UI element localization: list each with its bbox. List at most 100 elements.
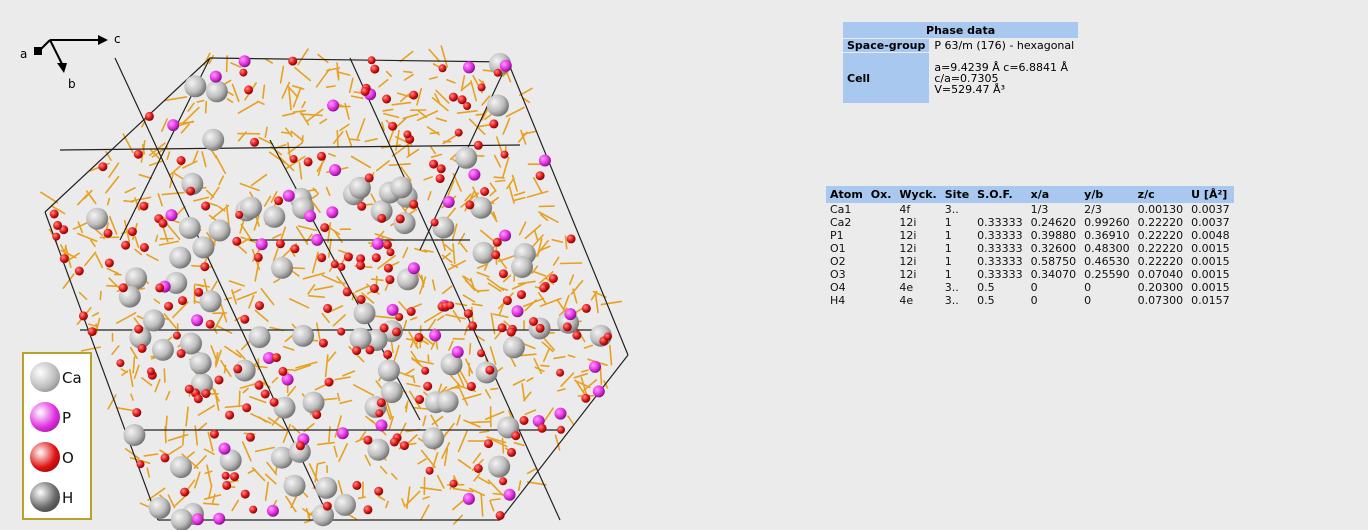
bond: [208, 54, 214, 65]
atom-table-cell: O3: [830, 268, 846, 281]
bond: [457, 458, 472, 470]
calcium-atom: [422, 427, 445, 450]
atom-table-col-2[interactable]: Wyck.: [895, 186, 941, 203]
oxygen-atom: [468, 321, 478, 331]
atom-table-row[interactable]: P1 12i 1 0.33333 0.39880 0.36910 0.22220 0.0048: [826, 229, 1234, 242]
calcium-atom: [199, 290, 222, 313]
atom-table-row[interactable]: O1 12i 1 0.33333 0.32600 0.48300 0.22220 0.0015: [826, 242, 1234, 255]
bond: [536, 238, 543, 257]
atom-table-row[interactable]: Ca2 12i 1 0.33333 0.24620 0.99260 0.22220 0.003…: [826, 216, 1234, 229]
atom-table-col-4[interactable]: S.O.F.: [973, 186, 1027, 203]
atom-table-cell: 0.46530: [1084, 255, 1130, 268]
atom-table-col-5[interactable]: x/a: [1026, 186, 1081, 203]
atom-table-row[interactable]: Ca1 4f 3.. 1/3 2/3 0.00130 0.0037: [826, 203, 1234, 216]
bond: [447, 259, 467, 271]
atom-table-col-7[interactable]: z/c: [1133, 186, 1188, 203]
crystal-structure-diagram[interactable]: c a b: [0, 0, 820, 530]
bond: [84, 251, 97, 267]
oxygen-atom: [342, 287, 352, 297]
bond: [224, 404, 247, 409]
atom-table-cell: [867, 242, 896, 255]
atom-table-col-6[interactable]: y/b: [1080, 186, 1134, 203]
oxygen-atom: [367, 56, 376, 65]
calcium-atom: [169, 246, 192, 269]
atom-table-row[interactable]: O2 12i 1 0.33333 0.58750 0.46530 0.22220 0.0015: [826, 255, 1234, 268]
bond: [382, 108, 394, 112]
bond: [62, 273, 75, 289]
bond: [517, 480, 522, 492]
bond: [242, 387, 249, 394]
bond: [520, 129, 527, 145]
bond: [263, 195, 272, 207]
bond: [197, 422, 208, 432]
bond: [573, 372, 589, 379]
atom-table-col-0[interactable]: Atom: [826, 186, 867, 203]
atom-table-cell: 0.5: [977, 294, 995, 307]
bond: [187, 102, 195, 112]
atom-table-row[interactable]: O3 12i 1 0.33333 0.34070 0.25590 0.07040 0.0015: [826, 268, 1234, 281]
atom-table-col-8[interactable]: U [Å²]: [1187, 186, 1234, 203]
bond: [237, 101, 259, 114]
phosphorus-atom: [442, 196, 455, 208]
bond: [445, 313, 466, 320]
oxygen-atom: [429, 159, 439, 169]
atom-table-cell: 0.58750: [1030, 255, 1077, 268]
bond: [287, 142, 303, 154]
bond: [295, 361, 318, 369]
bond: [505, 106, 525, 118]
bond: [167, 494, 176, 509]
oxygen-atom: [254, 380, 264, 390]
bond: [158, 240, 180, 246]
bond: [91, 312, 100, 317]
bond: [207, 431, 214, 452]
calcium-atom: [165, 271, 188, 294]
calcium-atom: [353, 302, 376, 325]
atom-table-row[interactable]: O4 4e 3.. 0.5 0 0 0.20300 0.0015: [826, 281, 1234, 294]
bond: [266, 461, 278, 476]
oxygen-atom: [303, 157, 313, 167]
bond: [287, 142, 292, 160]
bond: [490, 387, 499, 391]
oxygen-atom: [581, 393, 591, 403]
bond: [181, 428, 185, 446]
structure-viewer[interactable]: c a b Ca P O H: [0, 0, 820, 530]
atom-table-row[interactable]: H4 4e 3.. 0.5 0 0 0.07300 0.0157: [826, 294, 1234, 307]
bond: [124, 187, 136, 194]
calcium-atom: [205, 80, 228, 103]
oxygen-atom: [98, 162, 108, 172]
bond: [484, 389, 492, 399]
atom-table-cell: [867, 281, 896, 294]
oxygen-atom: [363, 505, 373, 515]
calcium-atom: [208, 219, 231, 242]
oxygen-atom: [176, 156, 186, 165]
oxygen-atom: [146, 367, 155, 376]
calcium-atom: [240, 196, 262, 219]
oxygen-atom: [322, 501, 332, 511]
bond: [166, 223, 181, 241]
oxygen-atom: [116, 359, 125, 368]
phosphorus-atom: [589, 360, 601, 373]
bond: [291, 85, 305, 90]
bond: [513, 441, 525, 447]
bond: [311, 251, 319, 274]
bond: [537, 291, 547, 305]
bond: [39, 191, 59, 204]
oxygen-atom: [137, 343, 147, 353]
bond: [161, 191, 185, 196]
oxygen-atom: [186, 186, 196, 196]
bond: [441, 285, 453, 295]
bond: [518, 87, 533, 96]
bond: [417, 458, 427, 465]
atom-table-col-1[interactable]: Ox.: [866, 186, 896, 203]
bond: [124, 448, 140, 460]
bond: [489, 500, 495, 512]
bond: [487, 282, 502, 293]
atom-table-col-3[interactable]: Site: [940, 186, 974, 203]
atom-table-cell: 1/3: [1030, 203, 1049, 216]
atom-table-cell: 0.22220: [1137, 216, 1184, 229]
phosphorus-atom: [191, 314, 204, 327]
bond: [72, 221, 89, 230]
bond: [524, 224, 542, 240]
bond: [402, 246, 409, 259]
bond: [463, 419, 481, 428]
